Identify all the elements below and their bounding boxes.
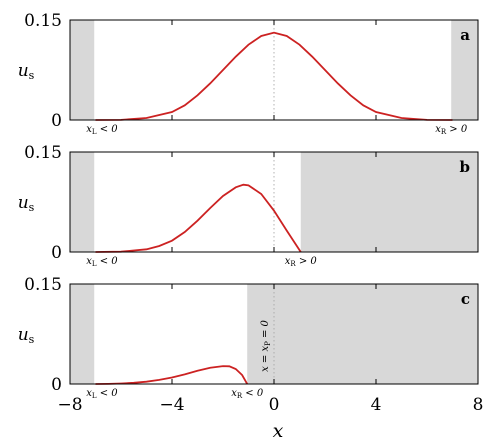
panel-label: a [460, 26, 470, 44]
shaded-region [70, 152, 95, 252]
x-axis-label: x [273, 420, 284, 442]
panel-label: b [460, 158, 471, 176]
boundary-annotation: xR > 0 [285, 256, 318, 268]
series-line [95, 365, 249, 385]
series-line [95, 31, 453, 121]
shaded-region [70, 284, 95, 384]
y-tick-label: 0.15 [24, 11, 62, 31]
boundary-annotation: xR > 0 [435, 124, 468, 136]
y-tick-label: 0.15 [24, 275, 62, 295]
boundary-annotation: xL < 0 [86, 124, 118, 136]
panel-c: 0 0.15 −8 −4 0 4 8 us c xL < 0 xR < 0 x = xP = 0 x [18, 275, 484, 442]
shaded-region [247, 284, 478, 384]
x-tick-label: 0 [269, 395, 280, 415]
boundary-annotation: xL < 0 [86, 256, 118, 268]
y-tick-label: 0 [51, 375, 62, 395]
x-tick-label: −4 [159, 395, 184, 415]
panel-a: 0 0.15 us a xL < 0 xR > 0 [18, 11, 479, 136]
y-axis-label: us [18, 193, 35, 214]
panel-label: c [461, 290, 470, 308]
y-tick-label: 0.15 [24, 143, 62, 163]
panel-b: 0 0.15 us b xL < 0 xR > 0 [18, 143, 479, 268]
y-tick-label: 0 [51, 111, 62, 131]
vertical-annotation: x = xP = 0 [260, 319, 272, 371]
x-tick-label: −8 [57, 395, 82, 415]
shaded-region [70, 20, 95, 120]
series-line [95, 183, 302, 253]
shaded-region [451, 20, 478, 120]
y-axis-label: us [18, 61, 35, 82]
boundary-annotation: xR < 0 [231, 388, 264, 400]
boundary-annotation: xL < 0 [86, 388, 118, 400]
x-tick-label: 4 [371, 395, 382, 415]
y-axis-label: us [18, 325, 35, 346]
x-tick-label: 8 [473, 395, 484, 415]
y-tick-label: 0 [51, 243, 62, 263]
shaded-region [300, 152, 478, 252]
